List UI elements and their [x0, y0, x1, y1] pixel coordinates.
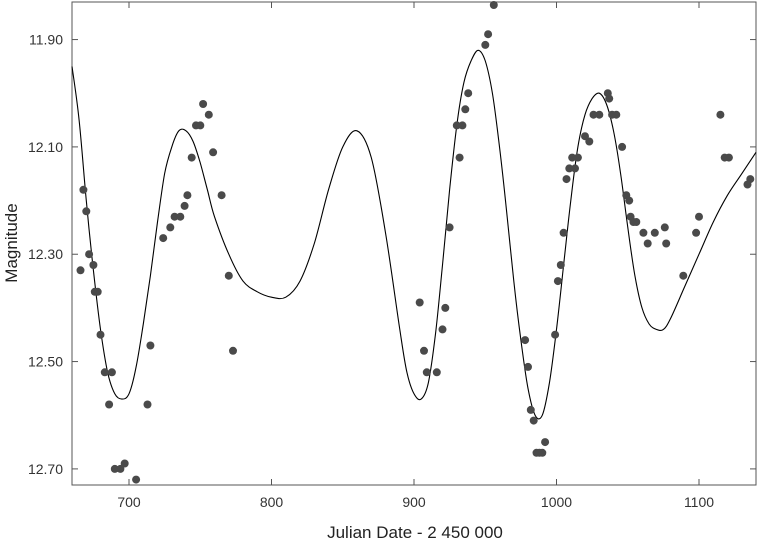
y-tick-label: 11.90: [29, 32, 63, 48]
data-point: [107, 368, 116, 377]
data-point: [224, 271, 233, 280]
data-point: [541, 438, 550, 447]
data-point: [458, 121, 467, 130]
data-point: [146, 341, 155, 350]
data-points: [76, 1, 755, 484]
y-tick-label: 12.50: [28, 354, 63, 370]
data-point: [573, 153, 582, 162]
data-point: [529, 416, 538, 425]
data-point: [217, 191, 226, 200]
data-point: [170, 212, 179, 221]
data-point: [562, 175, 571, 184]
data-point: [526, 405, 535, 414]
data-point: [100, 368, 109, 377]
data-point: [79, 185, 88, 194]
y-tick-label: 12.70: [28, 461, 63, 477]
data-point: [415, 298, 424, 307]
data-point: [568, 153, 577, 162]
x-tick-label: 800: [260, 494, 284, 510]
data-point: [96, 330, 105, 339]
data-point: [639, 228, 648, 237]
x-axis-ticks: 700 800 900 1000 1100: [117, 2, 714, 510]
data-point: [199, 100, 208, 108]
data-point: [524, 362, 532, 371]
data-point: [85, 250, 94, 259]
data-point: [724, 153, 733, 162]
data-point: [461, 105, 470, 114]
data-point: [196, 121, 205, 130]
data-point: [93, 287, 102, 296]
data-point: [159, 234, 168, 243]
data-point: [662, 239, 671, 248]
data-point: [452, 121, 461, 130]
data-point: [716, 110, 725, 119]
data-point: [538, 448, 547, 457]
data-point: [180, 201, 189, 210]
data-point: [120, 459, 129, 468]
data-point: [455, 153, 464, 162]
x-tick-label: 1100: [684, 494, 714, 510]
data-point: [105, 400, 114, 409]
data-point: [585, 137, 594, 146]
data-point: [441, 303, 450, 312]
data-point: [143, 400, 152, 409]
data-point: [559, 228, 568, 237]
data-point: [489, 1, 498, 9]
data-point: [746, 175, 755, 184]
data-point: [589, 110, 598, 119]
data-point: [605, 94, 614, 103]
data-point: [612, 110, 621, 119]
data-point: [679, 271, 688, 280]
data-point: [89, 261, 98, 269]
data-point: [692, 228, 701, 237]
data-point: [556, 261, 565, 269]
data-point: [110, 464, 119, 473]
data-point: [76, 266, 85, 275]
data-point: [438, 325, 447, 334]
x-tick-label: 700: [117, 494, 141, 510]
data-point: [571, 164, 579, 173]
data-point: [132, 475, 141, 484]
data-point: [445, 223, 454, 232]
data-point: [209, 148, 218, 157]
x-tick-label: 900: [402, 494, 426, 510]
y-axis-title: Magnitude: [2, 203, 21, 282]
data-point: [650, 228, 659, 237]
data-point: [565, 164, 574, 173]
x-axis-title: Julian Date - 2 450 000: [327, 523, 503, 542]
data-point: [581, 132, 589, 141]
y-axis-ticks: 11.90 12.10 12.30 12.50 12.70: [28, 32, 756, 477]
data-point: [643, 239, 652, 248]
data-point: [551, 330, 560, 339]
data-point: [176, 212, 185, 221]
data-point: [82, 207, 91, 216]
data-point: [183, 191, 192, 200]
data-point: [553, 277, 562, 286]
data-point: [595, 110, 604, 119]
y-tick-label: 12.10: [28, 139, 63, 155]
fit-curve: [71, 49, 757, 420]
data-point: [422, 368, 431, 377]
data-point: [618, 142, 627, 151]
data-point: [521, 336, 530, 345]
data-point: [484, 30, 493, 39]
data-point: [481, 40, 490, 49]
data-point: [432, 368, 441, 377]
data-point: [632, 218, 641, 226]
data-point: [187, 153, 196, 162]
data-point: [229, 346, 237, 355]
plot-frame: [71, 1, 757, 486]
data-point: [464, 89, 473, 98]
data-point: [166, 223, 175, 232]
y-tick-label: 12.30: [28, 246, 63, 262]
data-point: [625, 196, 634, 205]
x-tick-label: 1000: [541, 494, 572, 510]
data-point: [660, 223, 669, 232]
data-point: [204, 110, 213, 119]
data-point: [695, 212, 703, 221]
data-point: [420, 346, 428, 355]
data-point: [116, 464, 125, 473]
